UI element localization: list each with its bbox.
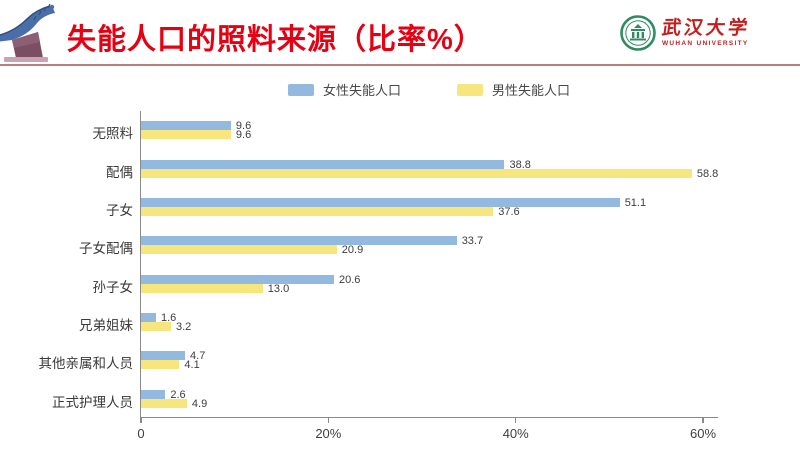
bar-male bbox=[141, 168, 692, 178]
legend-item-female: 女性失能人口 bbox=[287, 80, 401, 99]
x-axis-tick-label: 40% bbox=[502, 426, 529, 441]
bar-male bbox=[141, 206, 494, 216]
category-label: 配偶 bbox=[106, 164, 133, 180]
x-axis-tick-label: 20% bbox=[315, 426, 342, 441]
plot-area: 无照料 9.6 9.6 配偶 38.8 58.8 子女 51.1 37.6 子女配偶 33.7 20.… bbox=[39, 111, 719, 441]
bar-value-label: 4.7 bbox=[190, 350, 206, 363]
bar-value-label: 4.9 bbox=[191, 397, 208, 410]
legend-label-female: 女性失能人口 bbox=[322, 83, 401, 98]
bar-male bbox=[141, 398, 187, 408]
page-title: 失能人口的照料来源（比率%） bbox=[67, 24, 484, 56]
bar-male bbox=[141, 130, 231, 140]
logo-name-en: WUHAN UNIVERSITY bbox=[661, 40, 749, 47]
logo-text: 武汉大学 WUHAN UNIVERSITY bbox=[660, 17, 752, 47]
category-label: 正式护理人员 bbox=[52, 394, 133, 410]
bar-value-label: 51.1 bbox=[624, 196, 647, 209]
bar-male bbox=[141, 322, 171, 332]
bar-value-label: 20.6 bbox=[338, 273, 361, 286]
bar-value-label: 9.6 bbox=[235, 129, 252, 142]
logo-name-cn: 武汉大学 bbox=[660, 17, 752, 39]
bar-female bbox=[141, 197, 620, 207]
bar-female bbox=[141, 274, 334, 284]
category-label: 兄弟姐妹 bbox=[79, 318, 133, 334]
category-label: 其他亲属和人员 bbox=[38, 356, 134, 372]
legend-swatch-female bbox=[287, 83, 314, 96]
category-label: 子女 bbox=[106, 202, 133, 218]
bar-value-label: 1.6 bbox=[160, 312, 177, 325]
bar-female bbox=[141, 236, 457, 246]
chart-legend: 女性失能人口 男性失能人口 bbox=[140, 80, 718, 99]
header: 失能人口的照料来源（比率%） 武汉大学 WUHAN UNIVERSITY bbox=[0, 0, 800, 66]
bar-value-label: 2.6 bbox=[170, 388, 186, 401]
x-axis-tick bbox=[514, 417, 517, 423]
university-logo: 武汉大学 WUHAN UNIVERSITY bbox=[620, 15, 752, 51]
x-axis-tick-label: 0 bbox=[137, 426, 145, 441]
bar-female bbox=[141, 313, 156, 323]
bar-male bbox=[141, 360, 180, 370]
bar-value-label: 58.8 bbox=[696, 167, 719, 180]
bar-value-label: 20.9 bbox=[341, 244, 364, 257]
x-axis-tick bbox=[140, 417, 142, 423]
bar-value-label: 13.0 bbox=[267, 282, 290, 295]
bar-value-label: 37.6 bbox=[498, 205, 520, 218]
bar-value-label: 3.2 bbox=[175, 321, 192, 334]
bar-value-label: 33.7 bbox=[461, 235, 484, 248]
x-axis-tick bbox=[327, 417, 330, 423]
legend-item-male: 男性失能人口 bbox=[457, 80, 570, 99]
bar-value-label: 9.6 bbox=[235, 120, 252, 133]
category-label: 无照料 bbox=[92, 126, 134, 142]
chinese-roof-eave-decoration bbox=[0, 3, 55, 62]
bar-female bbox=[141, 351, 186, 361]
category-label: 孙子女 bbox=[92, 279, 134, 295]
category-label: 子女配偶 bbox=[79, 241, 133, 257]
bar-male bbox=[141, 283, 263, 293]
bar-male bbox=[141, 245, 337, 255]
bar-value-label: 38.8 bbox=[509, 158, 531, 171]
bar-female bbox=[141, 159, 505, 169]
x-axis-tick-label: 60% bbox=[690, 426, 717, 441]
bar-female bbox=[141, 121, 231, 131]
university-emblem-icon bbox=[620, 15, 656, 51]
legend-label-male: 男性失能人口 bbox=[492, 83, 571, 98]
x-axis-tick bbox=[702, 417, 704, 423]
legend-swatch-male bbox=[457, 83, 483, 96]
bar-female bbox=[141, 389, 166, 399]
bar-value-label: 4.1 bbox=[184, 359, 200, 372]
